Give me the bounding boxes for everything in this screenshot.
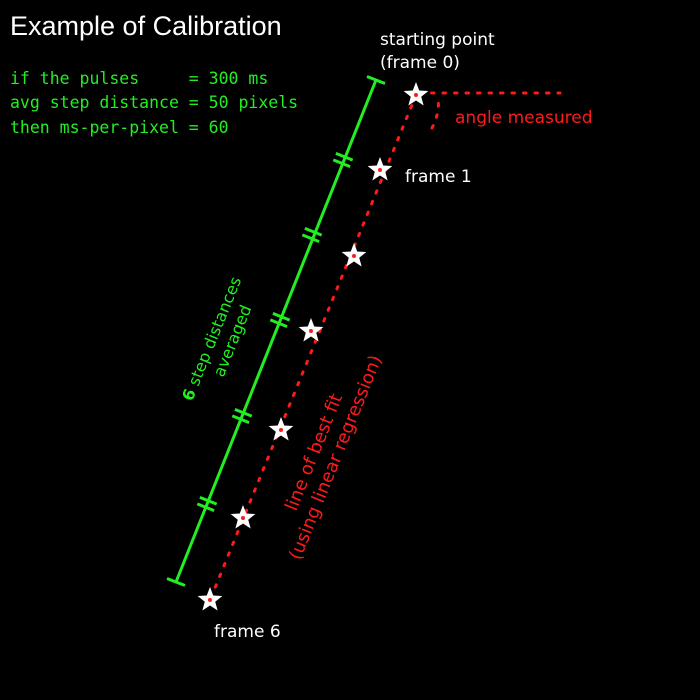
scale-end-cap [366, 75, 386, 85]
frame-center-dot [352, 254, 356, 258]
scale-tick [269, 318, 288, 328]
formula-line-3: then ms-per-pixel = 60 [10, 118, 229, 137]
frame-center-dot [414, 93, 418, 97]
angle-measured-label: angle measured [455, 108, 593, 128]
angle-arc [430, 98, 440, 130]
step-scale [166, 75, 386, 587]
page-title: Example of Calibration [10, 11, 282, 41]
formula-line-1: if the pulses = 300 ms [10, 69, 268, 88]
scale-tick [304, 227, 323, 237]
frame-center-dot [279, 428, 283, 432]
frame6-label: frame 6 [214, 622, 281, 642]
formula-line-2: avg step distance = 50 pixels [10, 93, 298, 112]
frame0-label: (frame 0) [380, 53, 460, 73]
scale-tick [335, 152, 354, 162]
frame-center-dot [208, 598, 212, 602]
best-fit-line [208, 93, 418, 602]
scale-ticks [196, 152, 354, 512]
frame-center-dot [378, 168, 382, 172]
scale-end-cap [166, 577, 186, 587]
scale-tick [332, 158, 351, 168]
scale-tick [272, 312, 291, 322]
frame-center-dot [241, 516, 245, 520]
scale-tick [231, 414, 250, 424]
scale-tick [301, 233, 320, 243]
scale-tick [196, 502, 215, 512]
scale-tick [199, 496, 218, 506]
best-fit-label: line of best fit (using linear regressio… [281, 352, 386, 563]
frame1-label: frame 1 [405, 167, 472, 187]
scale-tick [234, 408, 253, 418]
frame-markers [197, 82, 429, 611]
frame-center-dot [309, 329, 313, 333]
starting-point-label: starting point [380, 30, 495, 50]
